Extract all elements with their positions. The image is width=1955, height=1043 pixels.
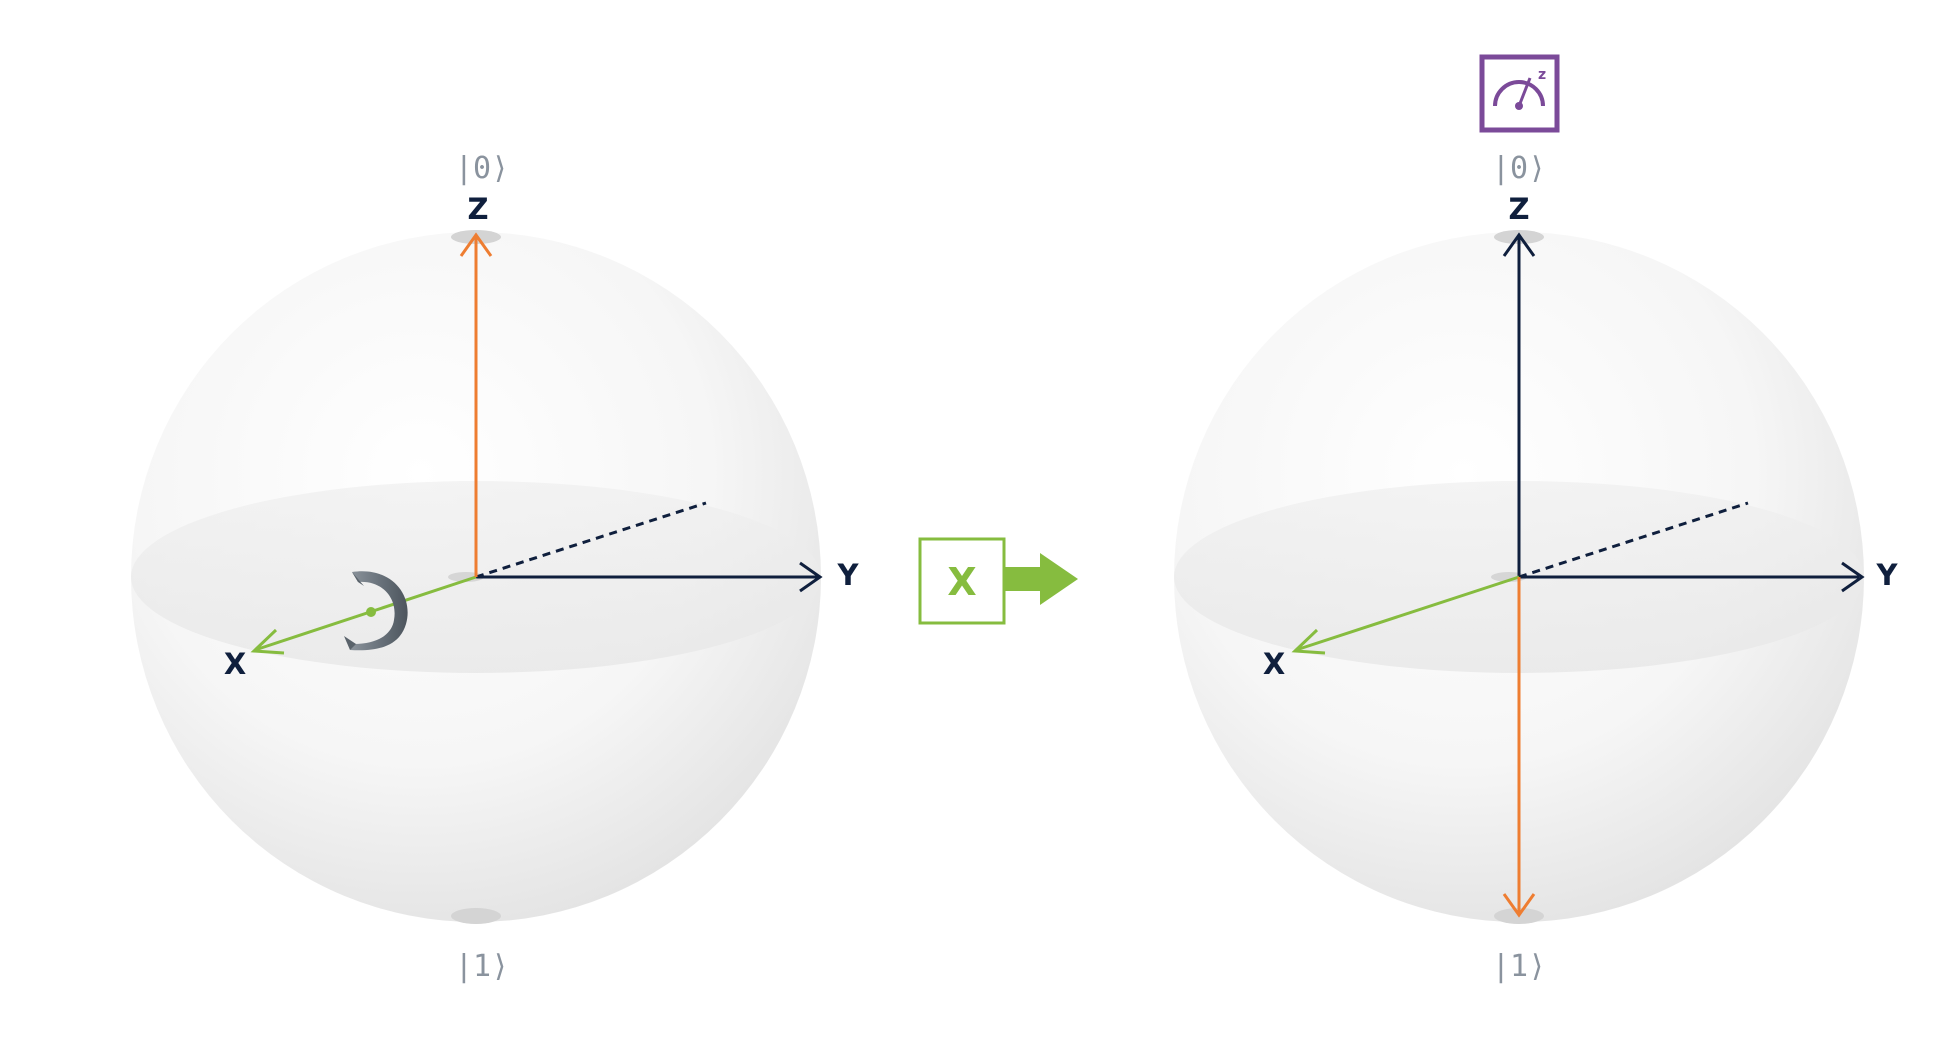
- ket-one-bottom: |1⟩: [1492, 949, 1546, 984]
- left-bloch-sphere: |0⟩ Z Y X |1⟩: [131, 151, 860, 984]
- x-axis-label: X: [224, 647, 246, 681]
- y-axis-label: Y: [837, 558, 860, 592]
- back-x-axis-dashed: [475, 501, 707, 579]
- x-axis-label: X: [1263, 647, 1285, 681]
- y-axis-arrowhead: [799, 561, 823, 593]
- x-axis-arrowhead: [250, 628, 285, 655]
- z-axis-arrowhead: [1502, 232, 1536, 257]
- x-axis-arrowhead: [1291, 628, 1326, 655]
- rotation-axis-point: [366, 607, 376, 617]
- back-x-axis-dashed: [1518, 501, 1749, 579]
- ket-zero-top: |0⟩: [455, 151, 509, 186]
- x-gate: X: [918, 537, 1078, 625]
- rotation-arrow-icon: [344, 571, 408, 651]
- x-axis: [254, 575, 477, 652]
- ket-one-bottom: |1⟩: [455, 949, 509, 984]
- state-vector-arrowhead: [1502, 893, 1536, 918]
- right-bloch-sphere: z |0⟩ Z Y X |1⟩: [1174, 54, 1899, 984]
- y-axis-label: Y: [1876, 558, 1899, 592]
- x-axis: [1295, 575, 1520, 652]
- x-gate-label: X: [947, 560, 976, 604]
- right-arrow-icon: [1004, 553, 1078, 605]
- z-measurement-gauge-icon: z: [1479, 54, 1560, 133]
- state-vector-arrowhead: [459, 232, 493, 257]
- y-axis-arrowhead: [1841, 561, 1865, 593]
- ket-zero-top: |0⟩: [1492, 151, 1546, 186]
- x-gate-box: [918, 537, 1006, 625]
- z-axis-label: Z: [1508, 192, 1529, 226]
- south-pole-marker: [451, 908, 501, 924]
- z-axis-label: Z: [467, 192, 488, 226]
- svg-text:z: z: [1538, 67, 1546, 83]
